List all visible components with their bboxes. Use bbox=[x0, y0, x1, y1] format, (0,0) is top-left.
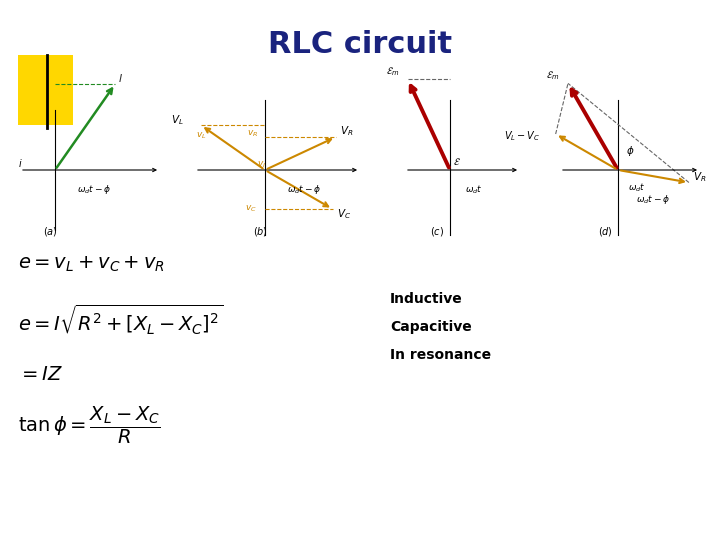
Text: Inductive: Inductive bbox=[390, 292, 463, 306]
Text: $v_I$: $v_I$ bbox=[257, 159, 266, 170]
Text: $(c)$: $(c)$ bbox=[430, 226, 444, 239]
Text: $\omega_d t$: $\omega_d t$ bbox=[628, 181, 646, 193]
Text: $e = v_L + v_C + v_R$: $e = v_L + v_C + v_R$ bbox=[18, 255, 165, 274]
Bar bbox=[18, 55, 73, 125]
Text: $\tan\phi = \dfrac{X_L - X_C}{R}$: $\tan\phi = \dfrac{X_L - X_C}{R}$ bbox=[18, 405, 161, 447]
Text: $\omega_d t-\phi$: $\omega_d t-\phi$ bbox=[287, 183, 321, 196]
Text: Capacitive: Capacitive bbox=[390, 320, 472, 334]
Text: $\mathcal{E}$: $\mathcal{E}$ bbox=[453, 156, 461, 167]
Text: $i$: $i$ bbox=[18, 157, 22, 169]
Text: $\mathcal{E}_m$: $\mathcal{E}_m$ bbox=[546, 70, 559, 82]
Text: $V_R$: $V_R$ bbox=[693, 171, 706, 184]
Text: $\omega_d t$: $\omega_d t$ bbox=[465, 183, 482, 195]
Text: $(a)$: $(a)$ bbox=[43, 226, 58, 239]
Text: $I$: $I$ bbox=[118, 72, 123, 84]
Text: $= IZ$: $= IZ$ bbox=[18, 365, 63, 384]
Text: $V_R$: $V_R$ bbox=[340, 124, 353, 138]
Text: RLC circuit: RLC circuit bbox=[268, 30, 452, 59]
Text: $(d)$: $(d)$ bbox=[598, 226, 613, 239]
Text: $V_L-V_C$: $V_L-V_C$ bbox=[504, 129, 540, 143]
Text: In resonance: In resonance bbox=[390, 348, 491, 362]
Text: $\omega_d t-\phi$: $\omega_d t-\phi$ bbox=[636, 193, 670, 206]
Text: $\phi$: $\phi$ bbox=[626, 144, 634, 158]
Text: $V_C$: $V_C$ bbox=[336, 207, 351, 221]
Text: $\omega_d t-\phi$: $\omega_d t-\phi$ bbox=[77, 183, 111, 196]
Text: $e = I\sqrt{R^2 + \left[X_L - X_C\right]^2}$: $e = I\sqrt{R^2 + \left[X_L - X_C\right]… bbox=[18, 302, 223, 336]
Text: $v_L$: $v_L$ bbox=[196, 130, 207, 141]
Text: $(b)$: $(b)$ bbox=[253, 226, 268, 239]
Text: $V_L$: $V_L$ bbox=[171, 113, 184, 127]
Text: $v_R$: $v_R$ bbox=[247, 128, 258, 139]
Text: $v_C$: $v_C$ bbox=[245, 204, 257, 214]
Text: $\mathcal{E}_m$: $\mathcal{E}_m$ bbox=[386, 65, 400, 78]
